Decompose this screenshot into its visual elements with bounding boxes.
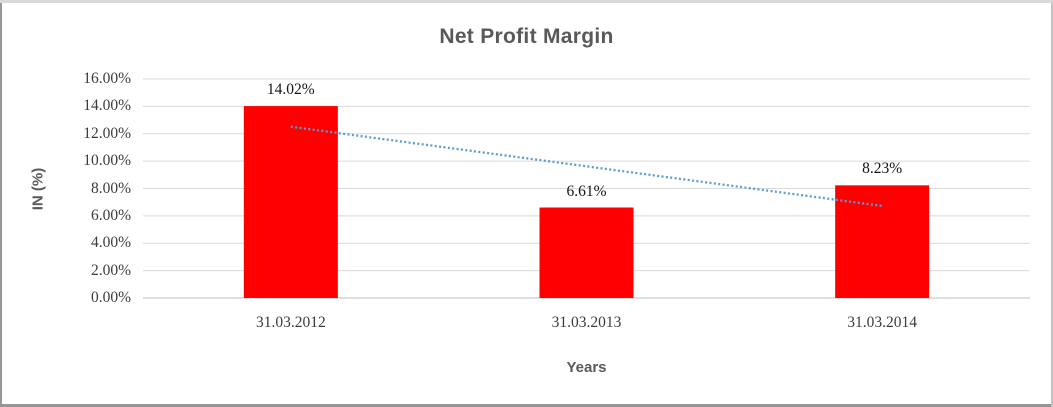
- bar-31.03.2012: [243, 106, 338, 298]
- y-tick-label: 4.00%: [90, 234, 131, 252]
- bar-31.03.2014: [835, 185, 930, 298]
- y-tick-label: 2.00%: [90, 261, 131, 279]
- x-category-label: 31.03.2012: [255, 314, 326, 331]
- bar-31.03.2013: [539, 207, 634, 298]
- x-axis-title: Years: [566, 359, 607, 376]
- bar-data-label: 14.02%: [266, 81, 315, 99]
- y-tick-label: 12.00%: [83, 124, 131, 142]
- y-tick-label: 10.00%: [83, 152, 131, 170]
- y-tick-label: 14.00%: [83, 97, 131, 115]
- bar-data-label: 8.23%: [862, 160, 903, 178]
- x-category-label: 31.03.2013: [551, 314, 622, 331]
- chart-title: Net Profit Margin: [439, 25, 614, 48]
- bar-data-label: 6.61%: [566, 182, 607, 200]
- x-category-label: 31.03.2014: [847, 314, 918, 331]
- y-tick-label: 6.00%: [90, 206, 131, 224]
- y-tick-label: 0.00%: [90, 289, 131, 306]
- y-tick-label: 8.00%: [90, 179, 131, 197]
- y-tick-label: 16.00%: [83, 70, 131, 87]
